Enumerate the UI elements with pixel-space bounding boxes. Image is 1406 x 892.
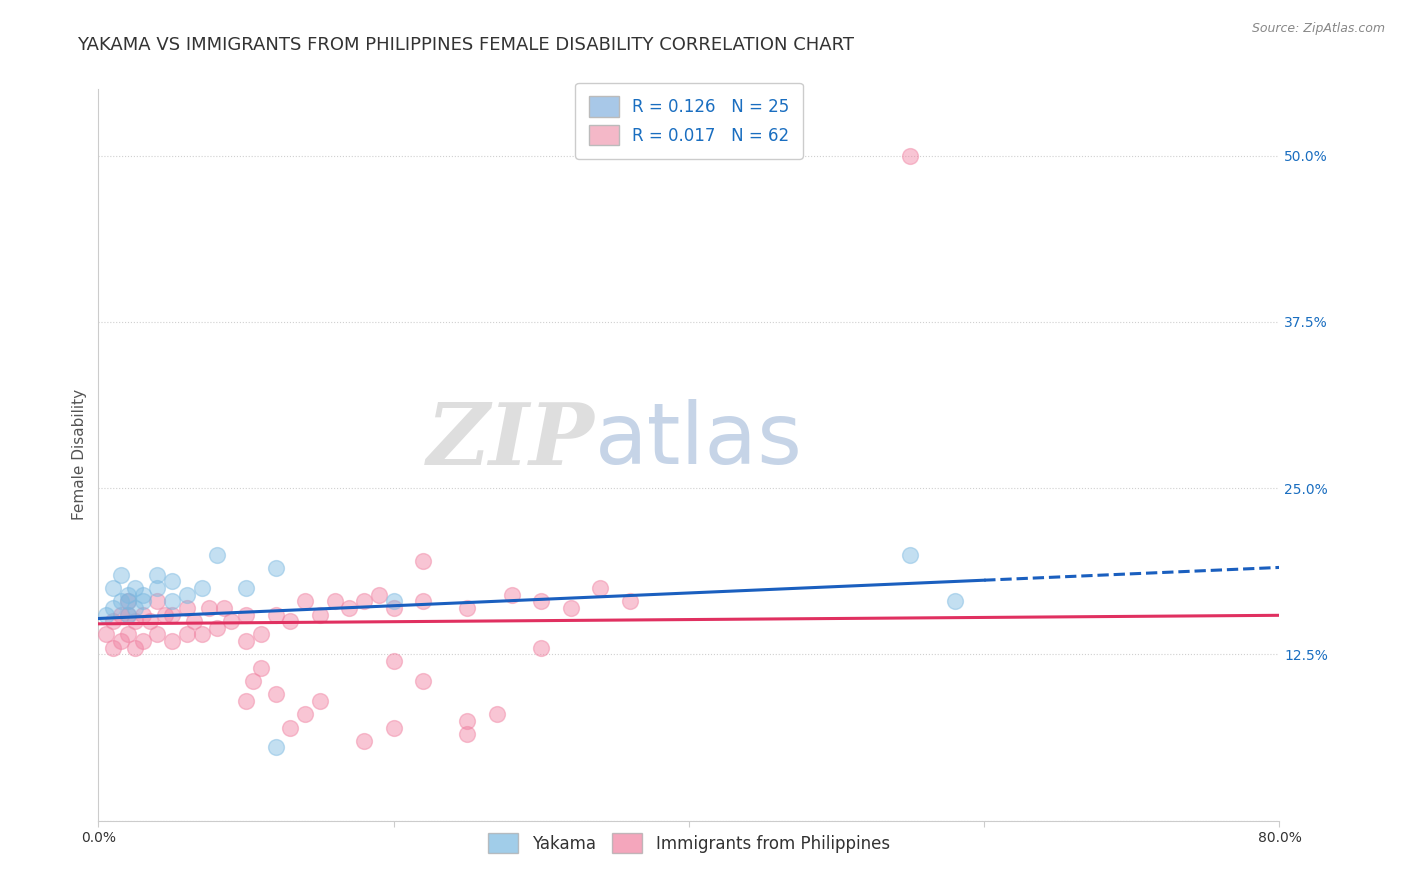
Point [124,600,146,615]
Point [486,707,509,722]
Point [457,727,479,741]
Point [235,607,257,622]
Point [110,607,132,622]
Point [457,600,479,615]
Point [117,588,139,602]
Point [183,614,205,628]
Text: atlas: atlas [595,399,803,482]
Point [264,687,287,701]
Point [162,574,183,589]
Point [124,640,146,655]
Point [191,627,214,641]
Point [412,673,434,688]
Point [117,607,139,622]
Point [250,627,273,641]
Point [900,149,922,163]
Point [501,588,523,602]
Point [94,627,117,641]
Point [235,581,257,595]
Point [139,614,162,628]
Point [132,607,155,622]
Point [103,581,125,595]
Point [132,594,155,608]
Point [110,594,132,608]
Point [205,548,228,562]
Point [309,694,332,708]
Point [264,740,287,755]
Point [560,600,582,615]
Point [146,627,169,641]
Point [530,594,553,608]
Point [162,634,183,648]
Point [412,554,434,568]
Text: YAKAMA VS IMMIGRANTS FROM PHILIPPINES FEMALE DISABILITY CORRELATION CHART: YAKAMA VS IMMIGRANTS FROM PHILIPPINES FE… [77,36,855,54]
Legend: Yakama, Immigrants from Philippines: Yakama, Immigrants from Philippines [481,826,897,860]
Point [900,548,922,562]
Point [235,634,257,648]
Point [94,607,117,622]
Point [124,581,146,595]
Point [117,594,139,608]
Point [198,600,221,615]
Point [264,607,287,622]
Point [280,721,302,735]
Point [103,614,125,628]
Point [382,600,405,615]
Point [353,734,375,748]
Point [353,594,375,608]
Text: Source: ZipAtlas.com: Source: ZipAtlas.com [1251,22,1385,36]
Point [132,588,155,602]
Point [146,581,169,595]
Point [162,607,183,622]
Point [530,640,553,655]
Point [309,607,332,622]
Point [250,661,273,675]
Point [205,621,228,635]
Point [368,588,391,602]
Point [323,594,346,608]
Point [412,594,434,608]
Point [619,594,641,608]
Point [212,600,235,615]
Point [457,714,479,728]
Text: ZIP: ZIP [426,399,595,482]
Point [191,581,214,595]
Point [124,614,146,628]
Point [110,567,132,582]
Point [146,567,169,582]
Point [162,594,183,608]
Point [943,594,966,608]
Point [176,588,198,602]
Point [221,614,243,628]
Point [176,600,198,615]
Point [176,627,198,641]
Point [339,600,361,615]
Point [146,594,169,608]
Point [117,627,139,641]
Point [103,640,125,655]
Point [110,634,132,648]
Point [294,594,316,608]
Point [117,594,139,608]
Point [242,673,264,688]
Point [382,654,405,668]
Point [235,694,257,708]
Point [382,594,405,608]
Point [132,634,155,648]
Point [382,721,405,735]
Point [589,581,612,595]
Point [153,607,176,622]
Point [117,607,139,622]
Point [264,561,287,575]
Y-axis label: Female Disability: Female Disability [72,389,87,521]
Point [294,707,316,722]
Point [280,614,302,628]
Point [103,600,125,615]
